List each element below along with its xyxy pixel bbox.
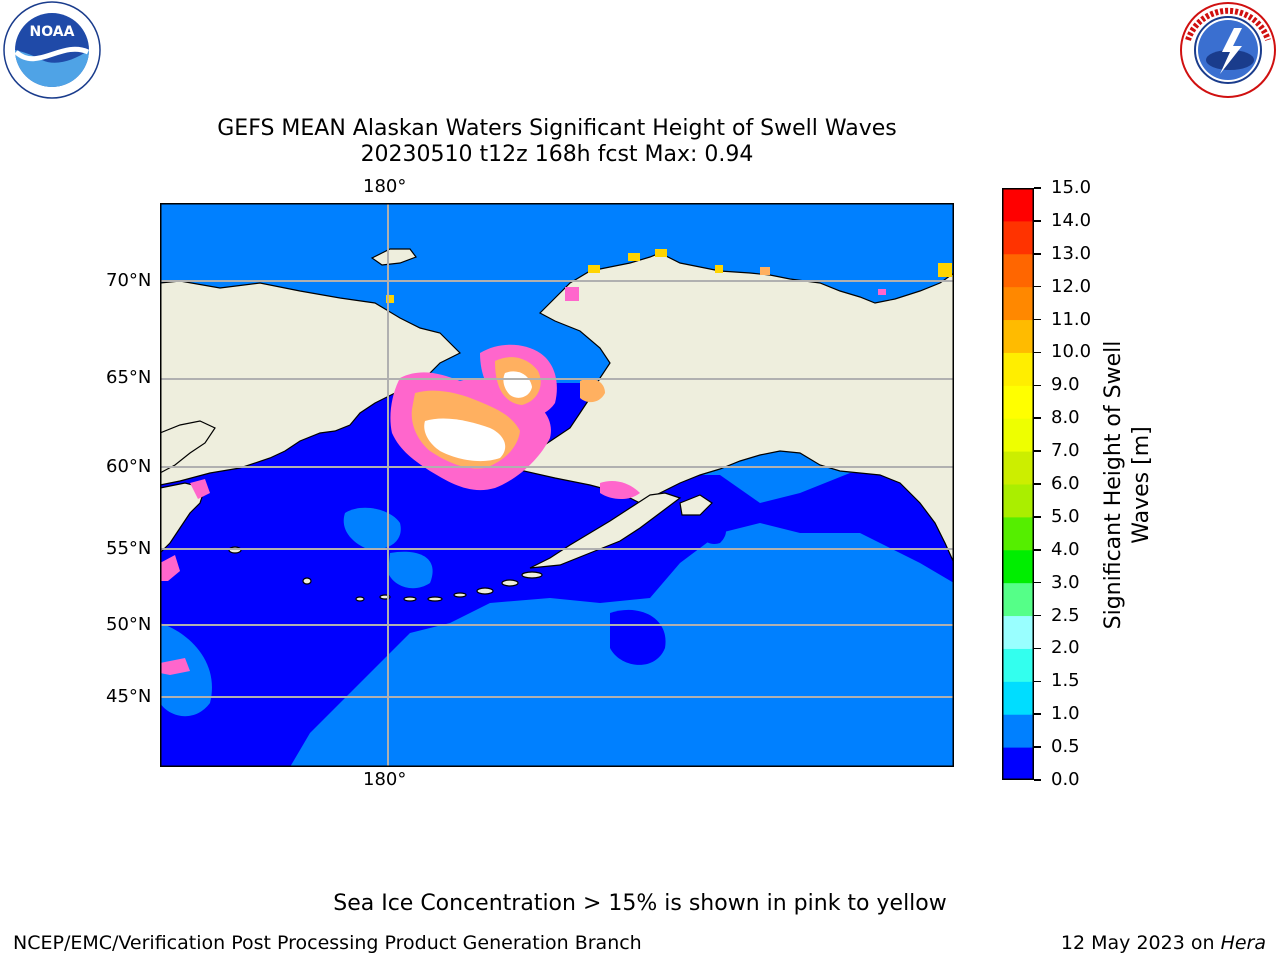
colorbar-tick-mark — [1034, 647, 1041, 650]
colorbar-segment — [1002, 188, 1034, 222]
sea-ice — [160, 249, 952, 675]
chart-title: GEFS MEAN Alaskan Waters Significant Hei… — [0, 116, 1114, 168]
colorbar-svg — [1002, 188, 1034, 781]
colorbar-segment — [1002, 714, 1034, 748]
colorbar-tick-label: 12.0 — [1051, 275, 1092, 297]
title-line-2: 20230510 t12z 168h fcst Max: 0.94 — [360, 142, 754, 167]
colorbar-ticks: 0.0 0.5 1.0 1.5 2.0 2.5 3.0 4.0 5.0 6.0 7.0 8.0 9.0 1… — [1034, 178, 1104, 790]
colorbar-segment — [1002, 516, 1034, 551]
colorbar-tick-label: 0.0 — [1051, 769, 1080, 790]
land-russia-south — [160, 420, 216, 474]
colorbar-tick-mark — [1034, 713, 1041, 715]
colorbar-tick-label: 14.0 — [1051, 209, 1092, 231]
colorbar-frame — [1002, 188, 1034, 780]
colorbar-tick-mark — [1034, 516, 1041, 518]
colorbar-tick-label: 4.0 — [1051, 538, 1080, 560]
colorbar-tick-label: 5.0 — [1051, 505, 1080, 527]
colorbar-tick-label: 11.0 — [1051, 308, 1092, 330]
lon-label-top: 180° — [363, 176, 407, 197]
colorbar-tick-mark — [1034, 285, 1041, 288]
colorbar — [1002, 188, 1034, 781]
colorbar-segment — [1002, 451, 1034, 485]
colorbar-tick-label: 2.0 — [1051, 637, 1080, 659]
colorbar-tick-mark — [1034, 549, 1041, 551]
colorbar-label-line-2: Waves [m] — [1129, 426, 1154, 544]
colorbar-tick-label: 3.0 — [1051, 571, 1080, 593]
colorbar-tick-mark — [1034, 581, 1041, 584]
noaa-logo: NOAA — [2, 0, 102, 100]
colorbar-tick-label: 6.0 — [1051, 473, 1080, 494]
colorbar-tick-label: 9.0 — [1051, 374, 1080, 396]
colorbar-segment — [1002, 253, 1034, 288]
footer-left: NCEP/EMC/Verification Post Processing Pr… — [13, 932, 642, 954]
footer-host: Hera — [1220, 932, 1266, 954]
noaa-logo-text: NOAA — [30, 24, 75, 40]
colorbar-tick-label: 13.0 — [1051, 242, 1092, 264]
lat-label-55: 55°N — [106, 538, 152, 559]
colorbar-segment — [1002, 582, 1034, 617]
ocean-low-cut — [388, 551, 433, 589]
colorbar-tick-mark — [1034, 384, 1041, 387]
colorbar-tick-mark — [1034, 318, 1041, 321]
title-line-1: GEFS MEAN Alaskan Waters Significant Hei… — [217, 116, 897, 141]
colorbar-tick-mark — [1034, 614, 1041, 617]
colorbar-tick-mark — [1034, 220, 1041, 222]
colorbar-tick-mark — [1034, 680, 1041, 683]
colorbar-label: Significant Height of Swell Waves [m] — [1100, 285, 1156, 685]
map-svg — [160, 203, 954, 767]
colorbar-segment — [1002, 549, 1034, 584]
nws-logo — [1178, 0, 1278, 100]
colorbar-tick-label: 0.5 — [1051, 736, 1080, 758]
lat-label-65: 65°N — [106, 367, 152, 388]
colorbar-segment — [1002, 286, 1034, 321]
colorbar-segment — [1002, 352, 1034, 386]
ocean-low-patch — [696, 503, 727, 544]
land-wrangel — [370, 248, 417, 266]
map-panel — [160, 203, 954, 767]
colorbar-segment — [1002, 484, 1034, 518]
colorbar-tick-mark — [1034, 253, 1041, 255]
colorbar-tick-label: 2.5 — [1051, 604, 1080, 626]
ocean-low-cut — [343, 507, 401, 550]
colorbar-tick-label: 7.0 — [1051, 440, 1080, 462]
colorbar-segment — [1002, 615, 1034, 649]
colorbar-tick-mark — [1034, 187, 1041, 189]
sea-ice-note: Sea Ice Concentration > 15% is shown in … — [333, 891, 947, 916]
colorbar-segment — [1002, 220, 1034, 255]
colorbar-tick-label: 1.5 — [1051, 670, 1080, 692]
map-frame — [160, 203, 954, 767]
colorbar-tick-label: 1.0 — [1051, 703, 1080, 725]
colorbar-tick-mark — [1034, 483, 1041, 485]
footer-right: 12 May 2023 on Hera — [1061, 932, 1266, 954]
colorbar-tick-label: 15.0 — [1051, 177, 1092, 198]
colorbar-tick-label: 8.0 — [1051, 407, 1080, 429]
colorbar-tick-mark — [1034, 351, 1041, 354]
colorbar-segment — [1002, 747, 1034, 781]
lat-label-70: 70°N — [106, 270, 152, 291]
colorbar-tick-label: 10.0 — [1051, 341, 1092, 363]
lat-label-60: 60°N — [106, 456, 152, 477]
land-kodiak — [679, 494, 713, 516]
footer-date: 12 May 2023 on — [1060, 932, 1215, 954]
colorbar-segment — [1002, 319, 1034, 353]
colorbar-label-line-1: Significant Height of Swell — [1101, 340, 1126, 630]
colorbar-segment — [1002, 681, 1034, 715]
colorbar-segment — [1002, 418, 1034, 452]
ocean-low — [160, 473, 954, 767]
colorbar-tick-mark — [1034, 450, 1041, 452]
colorbar-tick-mark — [1034, 779, 1041, 781]
colorbar-segment — [1002, 385, 1034, 419]
lat-label-45: 45°N — [106, 686, 152, 707]
colorbar-tick-mark — [1034, 417, 1041, 419]
lat-label-50: 50°N — [106, 614, 152, 635]
lon-label-bottom: 180° — [363, 769, 407, 790]
colorbar-tick-mark — [1034, 746, 1041, 748]
colorbar-segment — [1002, 648, 1034, 682]
graticule — [160, 203, 954, 767]
ocean-low-patch — [610, 609, 666, 665]
